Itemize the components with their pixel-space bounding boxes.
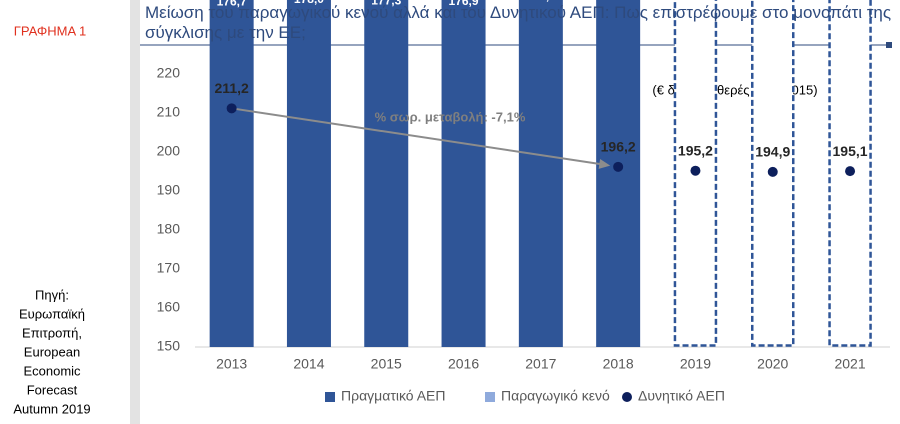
y-tick-label: 160	[157, 299, 181, 315]
divider	[130, 0, 140, 424]
dot	[690, 165, 701, 176]
dot-label: 194,9	[755, 144, 790, 160]
y-tick-label: 170	[157, 260, 181, 276]
title-rule-end	[886, 42, 892, 48]
y-tick-label: 190	[157, 182, 181, 198]
x-tick-label: 2020	[757, 356, 788, 372]
x-tick-label: 2015	[371, 356, 402, 372]
dot-label: 211,2	[215, 80, 249, 96]
trend-arrow	[231, 107, 603, 166]
value-label: 176,7	[217, 0, 247, 9]
x-tick-label: 2021	[834, 356, 865, 372]
legend-label: Παραγωγικό κενό	[501, 388, 610, 404]
arrow-head	[598, 159, 611, 169]
legend-swatch	[485, 392, 495, 402]
x-tick-label: 2017	[525, 356, 556, 372]
source-line: Autumn 2019	[13, 401, 90, 416]
dot-label: 196,2	[601, 139, 636, 155]
value-label: 177,3	[371, 0, 401, 7]
y-tick-label: 210	[157, 104, 181, 120]
y-tick-label: 150	[157, 338, 181, 354]
source-line: Πηγή:	[35, 287, 69, 302]
source-line: Economic	[23, 363, 81, 378]
dot	[767, 166, 778, 177]
dot-label: 195,1	[833, 143, 868, 159]
legend-label: Πραγματικό ΑΕΠ	[341, 388, 446, 404]
bar-segment	[364, 0, 409, 347]
legend-swatch	[622, 392, 632, 402]
dot-label: 195,2	[678, 142, 713, 158]
source-line: Forecast	[27, 382, 78, 397]
annotation: % σωρ. μεταβολή: -7,1%	[375, 109, 526, 124]
dot	[845, 166, 856, 177]
value-label: 179,6	[526, 0, 556, 3]
bar-segment	[518, 0, 563, 347]
value-label: 176,9	[449, 0, 479, 8]
source-line: Ευρωπαϊκή	[19, 306, 85, 321]
bar-segment	[751, 0, 795, 347]
chart-title: Μείωση του παραγωγικού κενού αλλά και το…	[145, 3, 892, 42]
y-tick-label: 180	[157, 221, 181, 237]
source-line: Επιτροπή,	[22, 325, 82, 340]
x-tick-label: 2016	[448, 356, 479, 372]
bar-segment	[286, 0, 331, 347]
legend-swatch	[325, 392, 335, 402]
bar-segment	[596, 0, 641, 348]
x-tick-label: 2014	[293, 356, 324, 372]
bar-segment	[209, 0, 254, 347]
dot	[613, 161, 624, 172]
y-tick-label: 200	[157, 143, 181, 159]
value-label: 178,0	[294, 0, 324, 6]
figure-label: ΓΡΑΦΗΜΑ 1	[14, 23, 87, 38]
x-tick-label: 2013	[216, 356, 247, 372]
source-line: European	[24, 344, 80, 359]
legend-label: Δυνητικό ΑΕΠ	[638, 388, 725, 404]
x-tick-label: 2018	[603, 356, 634, 372]
bar-segment	[441, 0, 486, 347]
y-tick-label: 220	[157, 65, 181, 81]
dot	[226, 103, 237, 114]
x-tick-label: 2019	[680, 356, 711, 372]
